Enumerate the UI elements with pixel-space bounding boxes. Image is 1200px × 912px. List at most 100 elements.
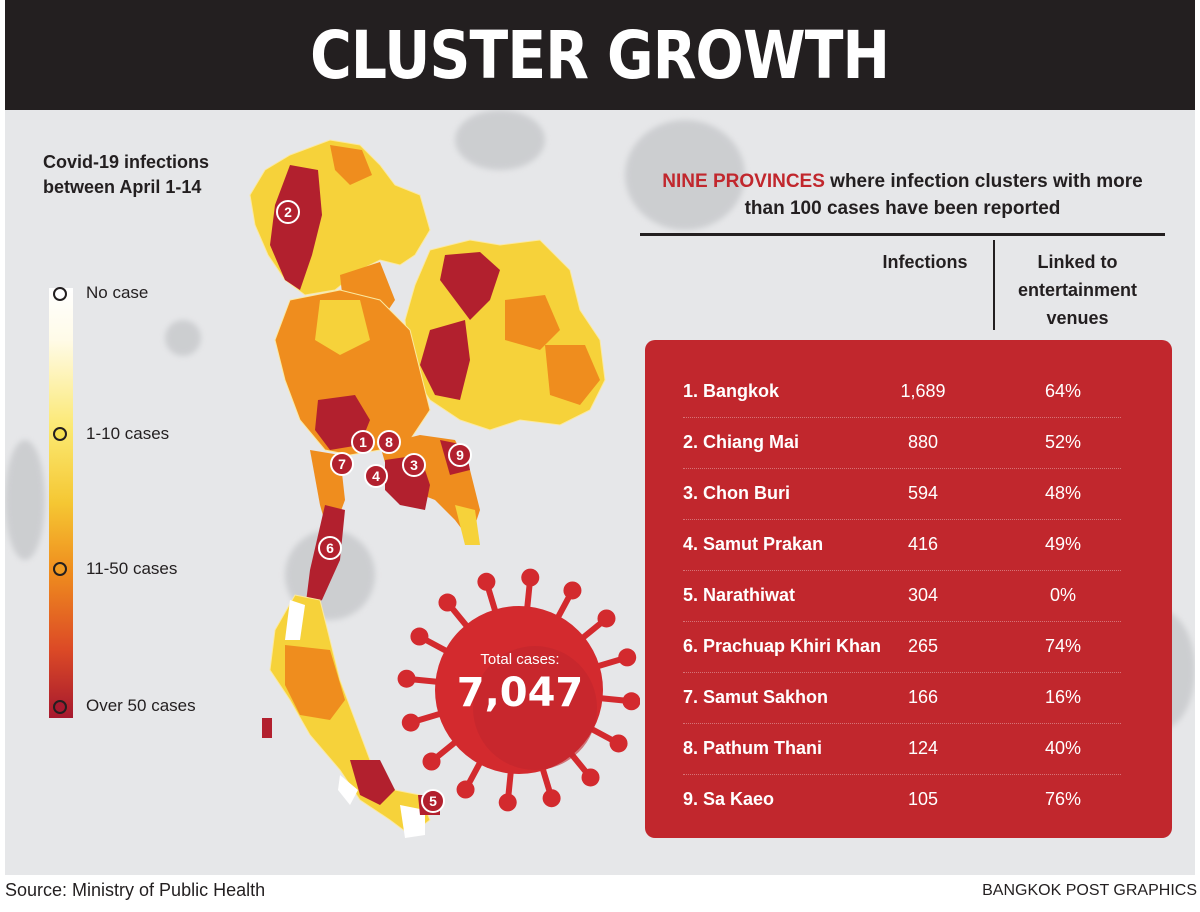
total-cases-label: Total cases:: [480, 651, 560, 668]
marker-3: 3: [402, 453, 426, 477]
marker-4: 4: [364, 464, 388, 488]
row-infections: 880: [907, 432, 939, 452]
virus-spike-tip: [563, 581, 582, 600]
column-header-infections: Infections: [882, 252, 968, 272]
table-row: 6. Prachuap Khiri Khan 265 74%: [683, 622, 1121, 673]
row-province: 1. Bangkok: [683, 381, 780, 401]
marker-2: 2: [276, 200, 300, 224]
marker-8: 8: [377, 430, 401, 454]
total-cases-value: 7,047: [456, 670, 584, 716]
column-header-linked-line3: venues: [1046, 308, 1109, 328]
table-row: 5. Narathiwat 304 0%: [683, 571, 1121, 622]
map-region-northeast-red: [440, 252, 500, 320]
row-infections: 105: [907, 789, 939, 809]
headline-line1: NINE PROVINCES where infection clusters …: [640, 168, 1165, 195]
virus-spike: [411, 676, 440, 685]
table-row: 2. Chiang Mai 880 52%: [683, 418, 1121, 469]
column-header-linked-line2: entertainment: [1017, 280, 1138, 300]
virus-spike: [524, 582, 533, 611]
legend-label-11-50: 11-50 cases: [86, 559, 178, 578]
marker-5-label: 5: [429, 793, 437, 809]
virus-spike-tip: [622, 692, 640, 711]
legend-dot-no-case: [53, 287, 67, 301]
background-virus-decoration: [5, 440, 45, 560]
thailand-map: 2 1 8 7 4 3 9 6: [249, 139, 606, 838]
marker-5: 5: [421, 789, 445, 813]
background-virus-decoration: [455, 110, 545, 170]
table-row: 3. Chon Buri 594 48%: [683, 469, 1121, 520]
virus-spike-tip: [498, 793, 517, 812]
row-province: 3. Chon Buri: [683, 483, 790, 503]
map-region-no-case: [338, 775, 358, 805]
column-header-linked-line1: Linked to: [1037, 252, 1118, 272]
row-linked: 52%: [1044, 432, 1082, 452]
virus-spike-tip: [521, 568, 540, 587]
marker-4-label: 4: [372, 468, 380, 484]
marker-2-label: 2: [284, 204, 292, 220]
virus-spike: [433, 738, 459, 761]
virus-spike-tip: [597, 609, 616, 628]
virus-spike: [414, 710, 444, 725]
legend-title-line1: Covid-19 infections: [43, 152, 210, 172]
map-region-south-red: [350, 760, 395, 805]
map-region-northeast-orange: [505, 295, 560, 350]
row-linked: 76%: [1044, 789, 1082, 809]
table-headline: NINE PROVINCES where infection clusters …: [640, 168, 1165, 222]
table-row: 9. Sa Kaeo 105 76%: [683, 775, 1121, 825]
row-province: 4. Samut Prakan: [683, 534, 824, 554]
virus-spike-tip: [581, 768, 600, 787]
row-linked: 49%: [1044, 534, 1082, 554]
row-linked: 48%: [1044, 483, 1082, 503]
virus-spike-tip: [438, 593, 457, 612]
headline-rest: where infection clusters with more: [830, 171, 1143, 192]
map-region-central-yellow: [315, 300, 370, 355]
virus-spike-tip: [401, 713, 420, 732]
table-row: 8. Pathum Thani 124 40%: [683, 724, 1121, 775]
legend-dot-1-10: [53, 427, 67, 441]
row-linked: 40%: [1044, 738, 1082, 758]
row-infections: 1,689: [900, 381, 946, 401]
virus-spike-tip: [477, 572, 496, 591]
map-region-island: [262, 718, 272, 738]
virus-illustration: [397, 568, 640, 812]
map-region-north-orange: [330, 145, 372, 185]
row-linked: 64%: [1044, 381, 1082, 401]
legend-label-1-10: 1-10 cases: [86, 424, 170, 443]
row-province: 5. Narathiwat: [683, 585, 796, 605]
row-linked: 16%: [1044, 687, 1082, 707]
marker-7-label: 7: [338, 456, 346, 472]
marker-8-label: 8: [385, 434, 393, 450]
table-row: 7. Samut Sakhon 166 16%: [683, 673, 1121, 724]
map-region-northeast-orange: [545, 345, 600, 405]
marker-1-label: 1: [359, 434, 367, 450]
row-linked: 74%: [1044, 636, 1082, 656]
virus-spike: [465, 759, 484, 787]
virus-spike: [422, 636, 450, 655]
virus-body-shade: [473, 646, 597, 770]
legend-label-no-case: No case: [86, 283, 149, 302]
virus-spike: [598, 695, 627, 704]
marker-1: 1: [351, 430, 375, 454]
background-virus-decoration: [165, 320, 201, 356]
map-region-south-orange: [285, 645, 345, 720]
row-infections: 124: [907, 738, 939, 758]
legend-title: Covid-19 infections between April 1-14: [43, 150, 209, 200]
virus-spike: [554, 593, 573, 621]
row-infections: 304: [907, 585, 939, 605]
virus-spike: [484, 585, 499, 615]
map-region-chiang-mai: [270, 165, 322, 290]
virus-spike: [505, 769, 514, 798]
row-province: 9. Sa Kaeo: [683, 789, 775, 809]
map-region-northeast-red: [420, 320, 470, 400]
row-province: 6. Prachuap Khiri Khan: [683, 636, 882, 656]
header-bar: CLUSTER GROWTH: [5, 0, 1195, 110]
virus-spikes: [397, 568, 640, 812]
data-table: [645, 340, 1172, 838]
virus-spike-tip: [618, 648, 637, 667]
virus-spike-tip: [397, 669, 416, 688]
virus-spike-tip: [456, 780, 475, 799]
virus-spike-tip: [422, 752, 441, 771]
virus-spike-tip: [609, 734, 628, 753]
marker-9-label: 9: [456, 447, 464, 463]
table-row: 4. Samut Prakan 416 49%: [683, 520, 1121, 571]
